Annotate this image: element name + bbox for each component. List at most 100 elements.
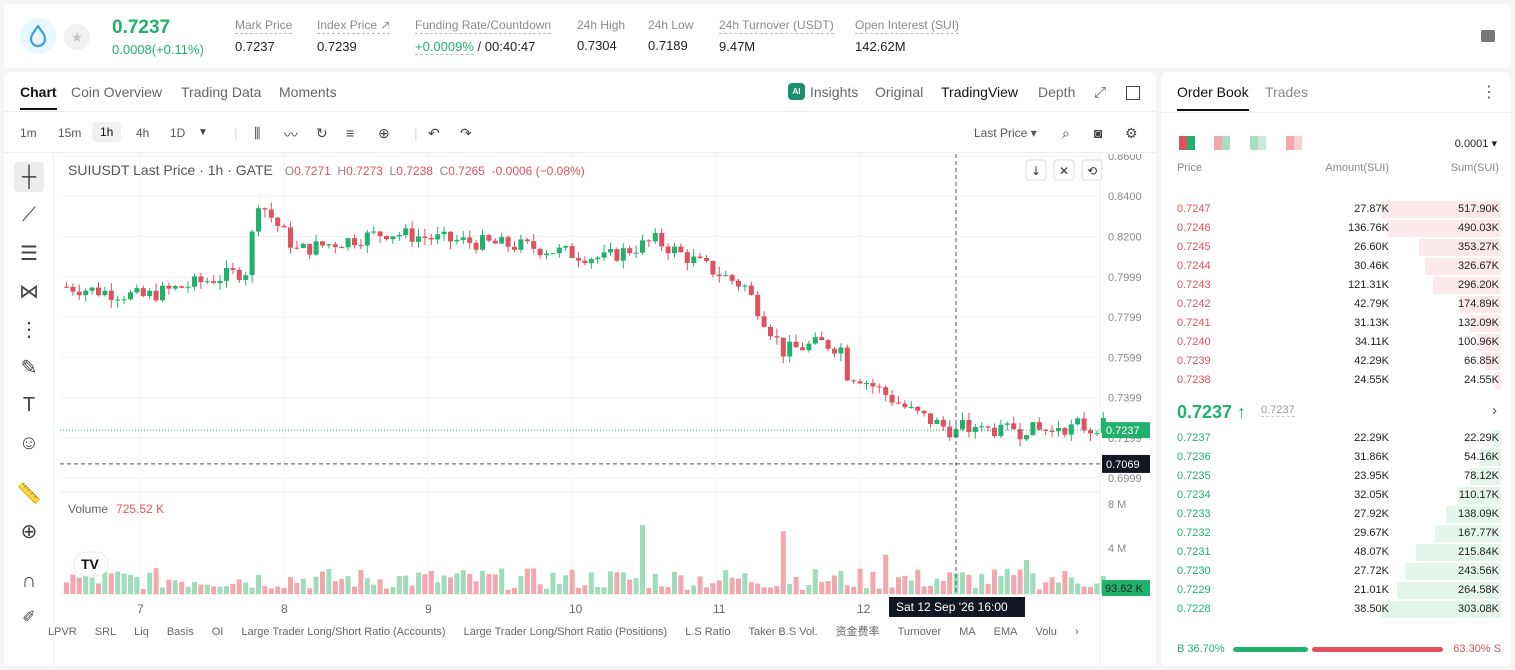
candle-body xyxy=(716,274,722,277)
bid-row[interactable]: 0.7231 48.07K 215.84K xyxy=(1161,543,1511,562)
horizontal-lines-icon[interactable]: ☰ xyxy=(20,242,38,265)
ask-row[interactable]: 0.7243 121.31K 296.20K xyxy=(1161,276,1511,295)
ind-oi[interactable]: OI xyxy=(211,626,224,638)
ind-ls-positions[interactable]: Large Trader Long/Short Ratio (Positions… xyxy=(463,626,668,638)
tab-order-book[interactable]: Order Book xyxy=(1177,84,1249,111)
precision-select[interactable]: 0.0001 ▾ xyxy=(1454,138,1497,150)
bid-row[interactable]: 0.7229 21.01K 264.58K xyxy=(1161,581,1511,600)
trend-line-icon[interactable]: ⟋ xyxy=(22,203,36,226)
search-icon[interactable]: ⌕ xyxy=(1062,125,1070,141)
view-insights[interactable]: Insights xyxy=(810,84,859,100)
chart-corner-icon[interactable]: ✕ xyxy=(1059,164,1069,178)
fib-icon[interactable]: ⋮ xyxy=(19,318,39,341)
bid-row[interactable]: 0.7234 32.05K 110.17K xyxy=(1161,486,1511,505)
tf-1m[interactable]: 1m xyxy=(20,126,37,140)
view-asks-icon[interactable] xyxy=(1214,136,1230,150)
add-indicator-icon[interactable]: ⊕ xyxy=(378,125,390,141)
brush-icon[interactable]: ✎ xyxy=(20,356,38,379)
tf-1h[interactable]: 1h xyxy=(92,122,122,142)
ind-liq[interactable]: Liq xyxy=(134,626,149,638)
bid-row[interactable]: 0.7232 29.67K 167.77K xyxy=(1161,524,1511,543)
text-icon[interactable]: T xyxy=(22,393,36,416)
ask-row[interactable]: 0.7247 27.87K 517.90K xyxy=(1161,200,1511,219)
indicators-icon[interactable]: 〰 xyxy=(284,127,298,143)
redo-icon[interactable]: ↷ xyxy=(460,125,472,141)
camera-icon[interactable]: ◙ xyxy=(1094,125,1103,141)
candlestick-chart[interactable]: 0.8600 0.8400 0.8200 0.7999 0.7799 0.7599 0.73… xyxy=(60,151,1152,666)
window-icon[interactable] xyxy=(1126,86,1140,100)
pencil-lock-icon[interactable]: ✐ xyxy=(22,609,36,626)
ind-basis[interactable]: Basis xyxy=(166,626,194,638)
tf-1d[interactable]: 1D xyxy=(170,126,186,140)
view-original[interactable]: Original xyxy=(875,84,924,100)
reload-icon[interactable]: ↻ xyxy=(316,125,328,141)
ind-ls-accounts[interactable]: Large Trader Long/Short Ratio (Accounts) xyxy=(241,626,446,638)
ask-row[interactable]: 0.7245 26.60K 353.27K xyxy=(1161,238,1511,257)
tab-coin-overview[interactable]: Coin Overview xyxy=(71,84,163,100)
chart-corner-button[interactable] xyxy=(1081,159,1103,181)
favorite-star-icon[interactable]: ★ xyxy=(64,24,90,50)
price-chart[interactable]: 0.8600 0.8400 0.8200 0.7999 0.7799 0.7599 0.73… xyxy=(60,151,1152,666)
tf-15m[interactable]: 15m xyxy=(58,126,82,140)
stat-mark-price[interactable]: Mark Price 0.7237 xyxy=(235,18,293,54)
chart-corner-icon[interactable]: ↓ xyxy=(1031,164,1041,178)
chart-corner-button[interactable] xyxy=(1025,159,1047,181)
bid-row[interactable]: 0.7237 22.29K 22.29K xyxy=(1161,429,1511,448)
ind-volume[interactable]: Volu xyxy=(1035,626,1057,638)
price-type-select[interactable]: Last Price ▾ xyxy=(974,126,1037,140)
ask-row[interactable]: 0.7239 42.29K 66.85K xyxy=(1161,352,1511,371)
tab-trades[interactable]: Trades xyxy=(1265,84,1309,100)
ind-ls-ratio[interactable]: L.S Ratio xyxy=(685,626,731,638)
chart-corner-button[interactable] xyxy=(1053,159,1075,181)
tab-chart[interactable]: Chart xyxy=(20,84,57,110)
zoom-in-icon[interactable]: ⊕ xyxy=(20,520,38,543)
candle-type-icon[interactable]: ⫼ xyxy=(254,125,261,141)
view-bids-icon[interactable] xyxy=(1250,136,1266,150)
ind-ema[interactable]: EMA xyxy=(993,626,1018,638)
chevron-right-icon[interactable]: › xyxy=(1492,402,1497,419)
bid-row[interactable]: 0.7233 27.92K 138.09K xyxy=(1161,505,1511,524)
view-both-icon[interactable] xyxy=(1179,136,1195,150)
stat-24h-turnover[interactable]: 24h Turnover (USDT) 9.47M xyxy=(719,18,834,54)
undo-icon[interactable]: ↶ xyxy=(428,125,440,141)
ind-taker-vol[interactable]: Taker B.S Vol. xyxy=(748,626,818,638)
pattern-icon[interactable]: ⋈ xyxy=(19,280,39,303)
more-icon[interactable]: ⋮ xyxy=(1481,84,1497,101)
bid-row[interactable]: 0.7235 23.95K 78.12K xyxy=(1161,467,1511,486)
ind-funding-rate[interactable]: 资金费率 xyxy=(835,626,880,638)
candle-body xyxy=(499,237,505,244)
ask-row[interactable]: 0.7244 30.46K 326.67K xyxy=(1161,257,1511,276)
stat-index-price[interactable]: Index Price ↗ 0.7239 xyxy=(317,18,391,54)
ind-turnover[interactable]: Turnover xyxy=(897,626,942,638)
bid-row[interactable]: 0.7230 27.72K 243.56K xyxy=(1161,562,1511,581)
ask-row[interactable]: 0.7240 34.11K 100.96K xyxy=(1161,333,1511,352)
tab-trading-data[interactable]: Trading Data xyxy=(181,84,262,100)
ask-row[interactable]: 0.7241 31.13K 132.09K xyxy=(1161,314,1511,333)
view-tradingview[interactable]: TradingView xyxy=(941,84,1019,100)
expand-icon[interactable]: ⤢ xyxy=(1094,84,1107,101)
template-icon[interactable]: ≡ xyxy=(346,125,355,141)
view-depth-icon[interactable] xyxy=(1286,136,1302,150)
ask-row[interactable]: 0.7246 136.76K 490.03K xyxy=(1161,219,1511,238)
ind-lpvr[interactable]: LPVR xyxy=(48,626,77,638)
view-depth[interactable]: Depth xyxy=(1038,84,1076,100)
book-icon[interactable] xyxy=(1481,30,1495,42)
tab-moments[interactable]: Moments xyxy=(279,84,337,100)
ask-row[interactable]: 0.7238 24.55K 24.55K xyxy=(1161,371,1511,390)
emoji-icon[interactable]: ☺ xyxy=(18,431,40,454)
magnet-icon[interactable]: ∩ xyxy=(21,569,37,592)
chart-corner-icon[interactable]: ⟲ xyxy=(1087,164,1097,178)
bid-row[interactable]: 0.7236 31.86K 54.16K xyxy=(1161,448,1511,467)
bid-row[interactable]: 0.7228 38.50K 303.08K xyxy=(1161,600,1511,619)
timeframe-dropdown-icon[interactable]: ▼ xyxy=(198,127,208,138)
tf-4h[interactable]: 4h xyxy=(136,126,150,140)
ask-row[interactable]: 0.7242 42.79K 174.89K xyxy=(1161,295,1511,314)
stat-funding-rate[interactable]: Funding Rate/Countdown +0.0009% / 00:40:4… xyxy=(415,18,552,55)
ruler-icon[interactable]: 📏 xyxy=(16,482,42,505)
ind-srl[interactable]: SRL xyxy=(94,626,117,638)
ind-ma[interactable]: MA xyxy=(959,626,976,638)
gear-icon[interactable]: ⚙ xyxy=(1125,125,1138,141)
crosshair-icon[interactable]: ┼ xyxy=(14,162,44,192)
stat-open-interest[interactable]: Open Interest (SUI) 142.62M xyxy=(855,18,960,54)
chevron-right-icon[interactable]: › xyxy=(1074,626,1079,638)
